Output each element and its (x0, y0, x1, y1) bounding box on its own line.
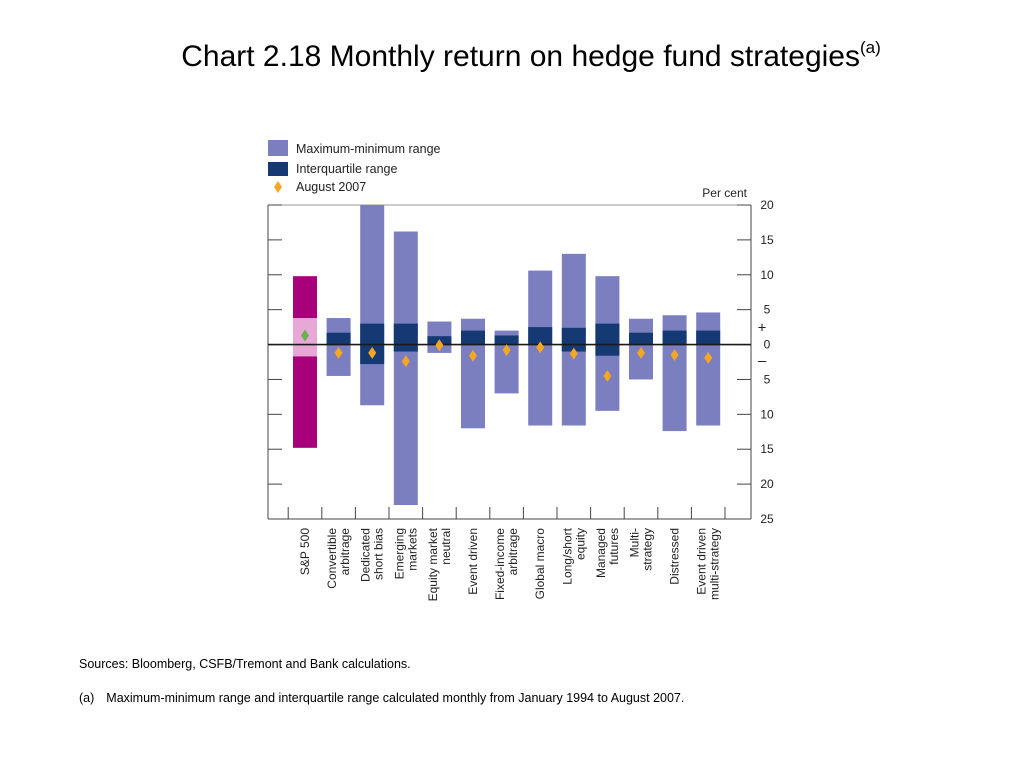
y-tick-label: 10 (760, 268, 774, 282)
y-tick-label: 25 (760, 512, 774, 526)
category-label: Long/short (560, 527, 574, 584)
august-2007-marker (301, 329, 309, 342)
category-label: futures (607, 528, 621, 565)
august-2007-marker (334, 346, 343, 359)
chart-title: Chart 2.18 Monthly return on hedge fund … (0, 38, 1024, 74)
range-bar (494, 330, 519, 394)
category-label: neutral (439, 528, 453, 565)
category-label: strategy (641, 528, 655, 571)
august-2007-marker (704, 351, 713, 364)
legend-label: Interquartile range (296, 162, 398, 176)
range-bar (393, 231, 418, 506)
y-tick-label: 15 (760, 233, 774, 247)
category-label: Event driven (466, 528, 480, 595)
category-label: Dedicated (359, 528, 373, 582)
category-label: Distressed (668, 528, 682, 585)
category-label: Multi- (628, 528, 642, 557)
interquartile-bar (461, 330, 485, 345)
august-2007-marker (368, 346, 377, 359)
y-tick-label: 5 (764, 303, 771, 317)
y-tick-label: 5 (764, 372, 771, 386)
y-tick-label: 20 (760, 198, 774, 212)
y-axis-unit-label: Per cent (702, 186, 747, 200)
interquartile-bar (629, 332, 653, 345)
august-2007-marker (637, 346, 645, 359)
positive-sign-label: + (758, 320, 767, 337)
footnote-text: Maximum-minimum range and interquartile … (106, 691, 685, 705)
range-bar (293, 276, 317, 448)
legend-swatch-august (274, 181, 282, 193)
category-label: Event driven (695, 528, 709, 595)
category-label: equity (573, 528, 587, 560)
hedge-fund-chart: 20 15 10 5 0 5 10 15 20 25 Per cent + – S&P 500 Conver… (267, 140, 774, 601)
category-label: Global macro (533, 528, 547, 600)
interquartile-bar (393, 323, 418, 352)
august-2007-marker (670, 349, 679, 362)
footnote-label: (a) (79, 691, 95, 705)
category-label: Managed (594, 528, 608, 578)
chart-title-text: Chart 2.18 Monthly return on hedge fund … (181, 40, 860, 73)
range-bar (360, 205, 385, 406)
y-tick-label: 0 (764, 338, 771, 352)
interquartile-bar (561, 327, 586, 352)
legend-swatch-iqr (268, 162, 288, 176)
august-2007-marker (569, 347, 578, 360)
interquartile-bar (662, 330, 687, 345)
range-bar (696, 312, 721, 426)
interquartile-bar (595, 323, 620, 356)
category-label: multi-strategy (708, 528, 722, 600)
category-label: short bias (372, 528, 386, 580)
interquartile-bar (494, 335, 519, 345)
august-2007-marker (536, 341, 545, 354)
negative-sign-label: – (758, 353, 767, 370)
category-label: Convertible (325, 528, 339, 589)
interquartile-bar (326, 332, 351, 345)
category-label: Equity market (426, 527, 440, 601)
category-label: Fixed-income (493, 528, 507, 600)
y-tick-label: 20 (760, 477, 774, 491)
legend-label: August 2007 (296, 180, 366, 194)
chart-title-footnote-mark: (a) (859, 38, 881, 57)
y-tick-label: 15 (760, 442, 774, 456)
august-2007-marker (435, 339, 444, 352)
august-2007-marker (469, 349, 477, 362)
legend-label: Maximum-minimum range (296, 142, 441, 156)
interquartile-bar (696, 330, 721, 345)
category-label: Emerging (392, 528, 406, 579)
sources-note: Sources: Bloomberg, CSFB/Tremont and Ban… (79, 657, 411, 671)
category-label: markets (405, 528, 419, 571)
interquartile-bar (528, 327, 553, 345)
category-label: S&P 500 (298, 528, 312, 575)
august-2007-marker (502, 344, 511, 357)
august-2007-marker (603, 369, 612, 382)
category-label: arbitrage (506, 528, 520, 576)
y-tick-label: 10 (760, 407, 774, 421)
august-2007-marker (401, 355, 410, 368)
legend-swatch-range (268, 140, 288, 156)
category-label: arbitrage (338, 528, 352, 576)
footnote: (a) Maximum-minimum range and interquarti… (79, 691, 684, 705)
